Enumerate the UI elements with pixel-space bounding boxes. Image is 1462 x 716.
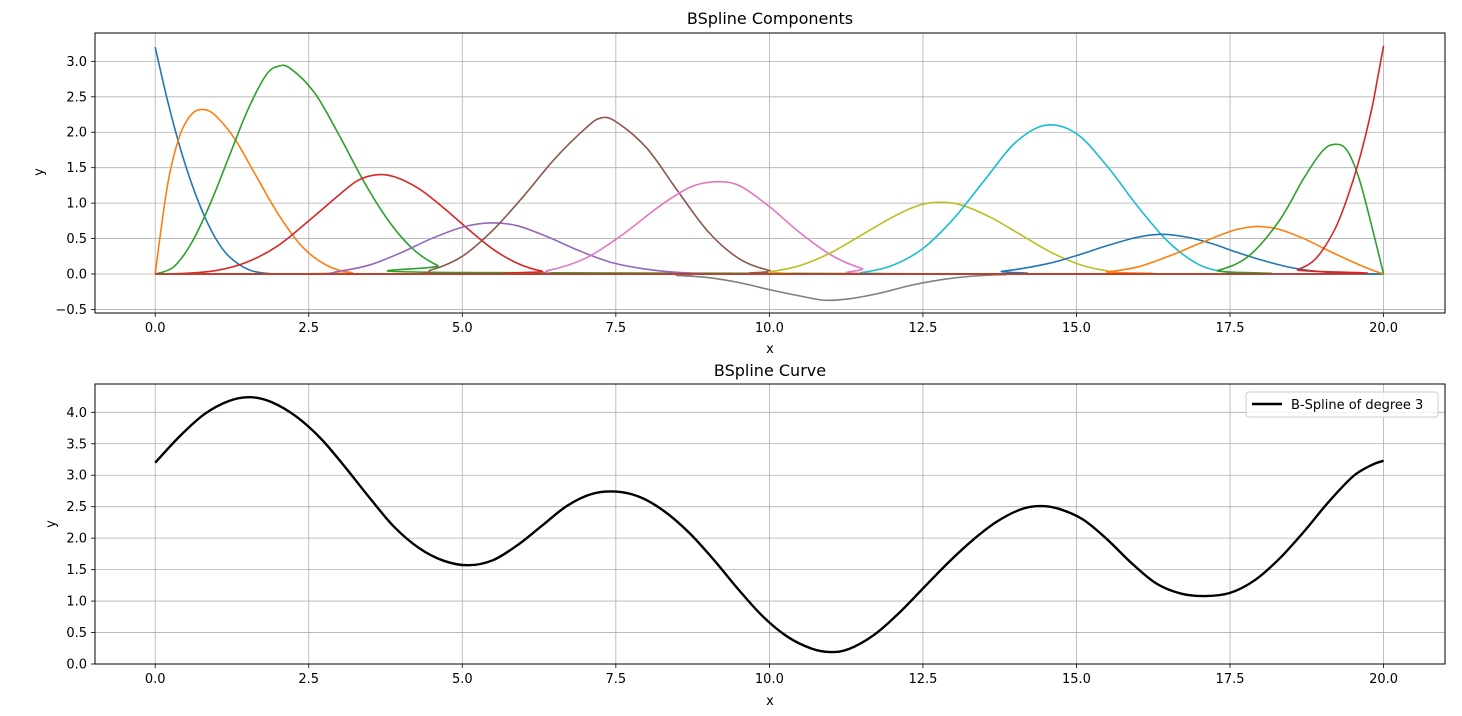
curve-y-tick-label: 2.5 xyxy=(66,500,87,515)
curve-y-tick-label: 2.0 xyxy=(66,532,87,547)
curve-frame xyxy=(94,383,1446,665)
components-x-tick-label: 15.0 xyxy=(1062,321,1091,336)
components-y-tick-label: 2.5 xyxy=(66,90,87,105)
components-y-label: y xyxy=(32,168,47,176)
components-y-ticks: −0.5 0.0 0.5 1.0 1.5 2.0 2.5 3.0 xyxy=(55,55,95,318)
curve-y-label: y xyxy=(44,520,59,528)
curve-y-ticks: 0.0 0.5 1.0 1.5 2.0 2.5 3.0 3.5 4.0 xyxy=(66,406,95,673)
curve-y-tick-label: 1.0 xyxy=(66,595,87,610)
components-x-tick-label: 20.0 xyxy=(1369,321,1398,336)
curve-y-tick-label: 1.5 xyxy=(66,563,87,578)
curve-x-tick-label: 7.5 xyxy=(605,672,626,687)
components-y-tick-label: 1.0 xyxy=(66,197,87,212)
curve-x-tick-label: 5.0 xyxy=(452,672,473,687)
components-x-tick-label: 17.5 xyxy=(1216,321,1245,336)
curve-series-line-0 xyxy=(154,395,1384,654)
components-y-tick-label: 0.5 xyxy=(66,232,87,247)
curve-x-ticks: 0.0 2.5 5.0 7.5 10.0 12.5 15.0 17.5 20.0 xyxy=(145,664,1398,687)
curve-x-tick-label: 2.5 xyxy=(298,672,319,687)
components-y-tick-label: 3.0 xyxy=(66,55,87,70)
curve-chart: BSpline Curve 0.0 2.5 5.0 7.5 10.0 12.5 15.0 17… xyxy=(44,361,1446,709)
components-x-ticks: 0.0 2.5 5.0 7.5 10.0 12.5 15.0 17.5 20.0 xyxy=(145,313,1398,336)
components-x-tick-label: 5.0 xyxy=(452,321,473,336)
components-x-tick-label: 2.5 xyxy=(298,321,319,336)
components-x-tick-label: 10.0 xyxy=(755,321,784,336)
curve-x-tick-label: 12.5 xyxy=(908,672,937,687)
components-x-label: x xyxy=(766,342,774,357)
components-series-line-13 xyxy=(155,45,1385,275)
legend-box xyxy=(1245,391,1439,418)
legend: B-Spline of degree 3 xyxy=(1245,391,1439,418)
components-series-line-2 xyxy=(154,64,1384,275)
components-frame xyxy=(94,32,1446,314)
curve-y-tick-label: 3.0 xyxy=(66,469,87,484)
curve-title: BSpline Curve xyxy=(714,361,826,380)
curve-x-tick-label: 20.0 xyxy=(1369,672,1398,687)
components-y-tick-label: 0.0 xyxy=(66,268,87,283)
components-lines xyxy=(154,45,1385,302)
curve-lines xyxy=(154,395,1384,654)
curve-x-tick-label: 17.5 xyxy=(1216,672,1245,687)
components-x-tick-label: 7.5 xyxy=(605,321,626,336)
curve-x-label: x xyxy=(766,694,774,709)
legend-label: B-Spline of degree 3 xyxy=(1291,398,1423,413)
components-chart: BSpline Components 0.0 2.5 5.0 7.5 10.0 12.5 1… xyxy=(32,9,1446,357)
components-x-tick-label: 0.0 xyxy=(145,321,166,336)
curve-y-tick-label: 0.0 xyxy=(66,658,87,673)
components-title: BSpline Components xyxy=(687,9,853,28)
curve-x-tick-label: 10.0 xyxy=(755,672,784,687)
curve-grid xyxy=(95,384,1445,665)
components-y-tick-label: −0.5 xyxy=(55,303,87,318)
components-y-tick-label: 2.0 xyxy=(66,126,87,141)
components-y-tick-label: 1.5 xyxy=(66,161,87,176)
curve-y-tick-label: 3.5 xyxy=(66,437,87,452)
curve-y-tick-label: 0.5 xyxy=(66,626,87,641)
curve-x-tick-label: 15.0 xyxy=(1062,672,1091,687)
curve-x-tick-label: 0.0 xyxy=(145,672,166,687)
curve-y-tick-label: 4.0 xyxy=(66,406,87,421)
components-x-tick-label: 12.5 xyxy=(908,321,937,336)
